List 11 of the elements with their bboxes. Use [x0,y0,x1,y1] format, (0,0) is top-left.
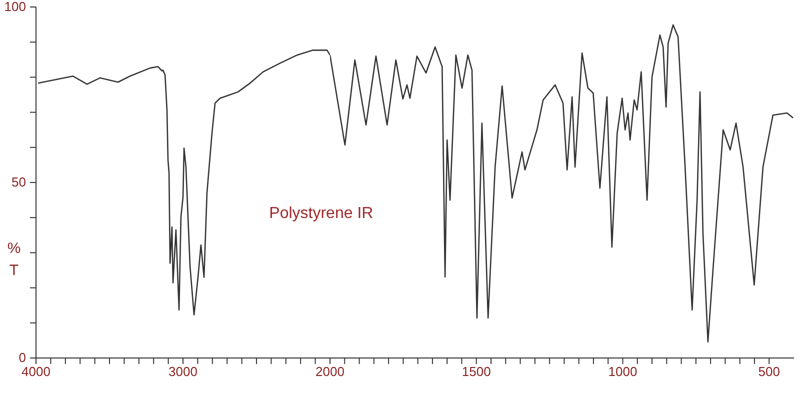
y-tick-label: 100 [4,0,26,14]
x-tick-label: 2000 [316,364,344,379]
x-tick-label: 1500 [462,364,491,379]
y-axis-title: % T [6,238,22,281]
x-tick-label: 500 [758,364,780,379]
x-tick-label: 3000 [168,364,198,379]
text: Polystyrene IR [269,205,374,224]
x-tick-label: 1000 [608,364,638,379]
y-tick-label: 50 [12,174,26,190]
y-tick-label: 0 [18,350,26,365]
x-tick-label: 4000 [22,364,50,379]
